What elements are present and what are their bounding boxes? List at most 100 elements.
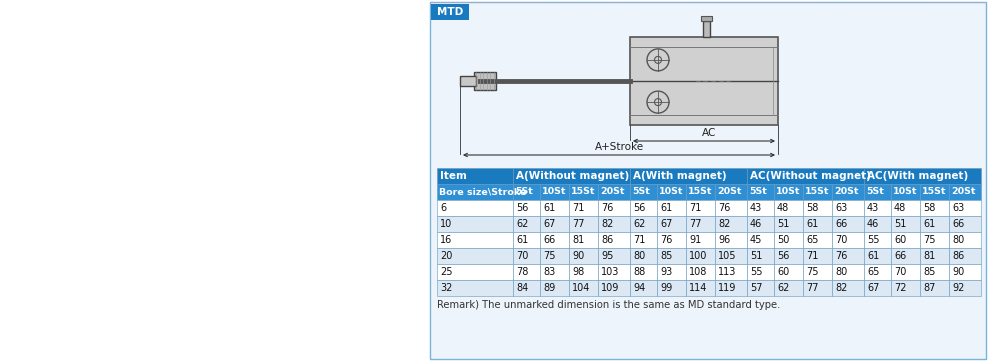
Text: 20: 20	[440, 251, 452, 261]
Text: 48: 48	[777, 203, 789, 213]
Text: 63: 63	[952, 203, 964, 213]
Bar	[774, 200, 803, 216]
Bar	[630, 280, 657, 296]
Text: 50: 50	[777, 235, 789, 245]
Bar	[803, 280, 832, 296]
Bar	[598, 184, 630, 200]
Text: 86: 86	[952, 251, 964, 261]
Bar	[437, 280, 513, 296]
Bar	[864, 280, 891, 296]
Bar	[920, 248, 949, 264]
Text: 10St: 10St	[893, 187, 918, 196]
Bar	[774, 264, 803, 280]
Bar	[949, 200, 981, 216]
Bar	[513, 168, 630, 184]
Bar	[715, 264, 747, 280]
Text: 80: 80	[633, 251, 645, 261]
Text: 65: 65	[867, 267, 879, 277]
Bar	[474, 72, 496, 90]
Bar	[920, 232, 949, 248]
Text: 80: 80	[952, 235, 964, 245]
Bar	[891, 216, 920, 232]
Bar	[864, 232, 891, 248]
Bar	[891, 232, 920, 248]
Text: 62: 62	[516, 219, 529, 229]
Text: A+Stroke: A+Stroke	[594, 142, 644, 152]
Bar	[513, 216, 540, 232]
Text: 61: 61	[806, 219, 819, 229]
Bar	[569, 280, 598, 296]
Bar	[920, 264, 949, 280]
Bar	[832, 216, 864, 232]
Bar	[803, 184, 832, 200]
Text: 58: 58	[806, 203, 819, 213]
Text: 57: 57	[750, 283, 762, 293]
Bar	[686, 248, 715, 264]
Bar	[891, 200, 920, 216]
Text: 15St: 15St	[571, 187, 596, 196]
Bar	[657, 264, 686, 280]
Text: 81: 81	[572, 235, 584, 245]
Bar	[630, 264, 657, 280]
Text: 109: 109	[601, 283, 620, 293]
Bar	[803, 264, 832, 280]
Bar	[657, 184, 686, 200]
Text: 86: 86	[601, 235, 613, 245]
Text: 60: 60	[777, 267, 789, 277]
Text: 71: 71	[633, 235, 645, 245]
Text: 51: 51	[777, 219, 789, 229]
Text: 104: 104	[572, 283, 590, 293]
Bar	[803, 248, 832, 264]
Bar	[832, 184, 864, 200]
Bar	[630, 248, 657, 264]
Bar	[430, 2, 986, 359]
Bar	[715, 280, 747, 296]
Text: 10St: 10St	[542, 187, 566, 196]
Bar	[569, 248, 598, 264]
Bar	[569, 184, 598, 200]
Text: 82: 82	[835, 283, 847, 293]
Text: 5St: 5St	[515, 187, 533, 196]
Bar	[540, 216, 569, 232]
Text: 119: 119	[718, 283, 737, 293]
Text: 61: 61	[923, 219, 936, 229]
Text: 75: 75	[923, 235, 936, 245]
Text: Item: Item	[440, 171, 467, 181]
Text: 55: 55	[750, 267, 762, 277]
Text: 62: 62	[633, 219, 645, 229]
Text: 85: 85	[660, 251, 672, 261]
Bar	[864, 184, 891, 200]
Text: 100: 100	[689, 251, 708, 261]
Text: 66: 66	[543, 235, 555, 245]
Text: 60: 60	[894, 235, 906, 245]
Text: 43: 43	[867, 203, 879, 213]
Text: 56: 56	[516, 203, 529, 213]
Bar	[774, 216, 803, 232]
Text: 76: 76	[660, 235, 672, 245]
Text: 61: 61	[867, 251, 879, 261]
Bar	[891, 264, 920, 280]
Text: 81: 81	[923, 251, 936, 261]
Bar	[864, 216, 891, 232]
Bar	[686, 280, 715, 296]
Bar	[949, 216, 981, 232]
Text: AC(Without magnet): AC(Without magnet)	[750, 171, 871, 181]
Bar	[774, 248, 803, 264]
Bar	[774, 184, 803, 200]
Bar	[437, 248, 513, 264]
Text: 113: 113	[718, 267, 737, 277]
Bar	[715, 248, 747, 264]
Text: 85: 85	[923, 267, 936, 277]
Text: 15St: 15St	[805, 187, 830, 196]
Bar	[686, 184, 715, 200]
Bar	[715, 232, 747, 248]
Bar	[437, 264, 513, 280]
Text: 92: 92	[952, 283, 964, 293]
Text: 67: 67	[543, 219, 555, 229]
Text: 90: 90	[952, 267, 964, 277]
Text: 61: 61	[543, 203, 555, 213]
Text: 61: 61	[660, 203, 672, 213]
Bar	[598, 248, 630, 264]
Text: 63: 63	[835, 203, 847, 213]
Text: 70: 70	[835, 235, 847, 245]
